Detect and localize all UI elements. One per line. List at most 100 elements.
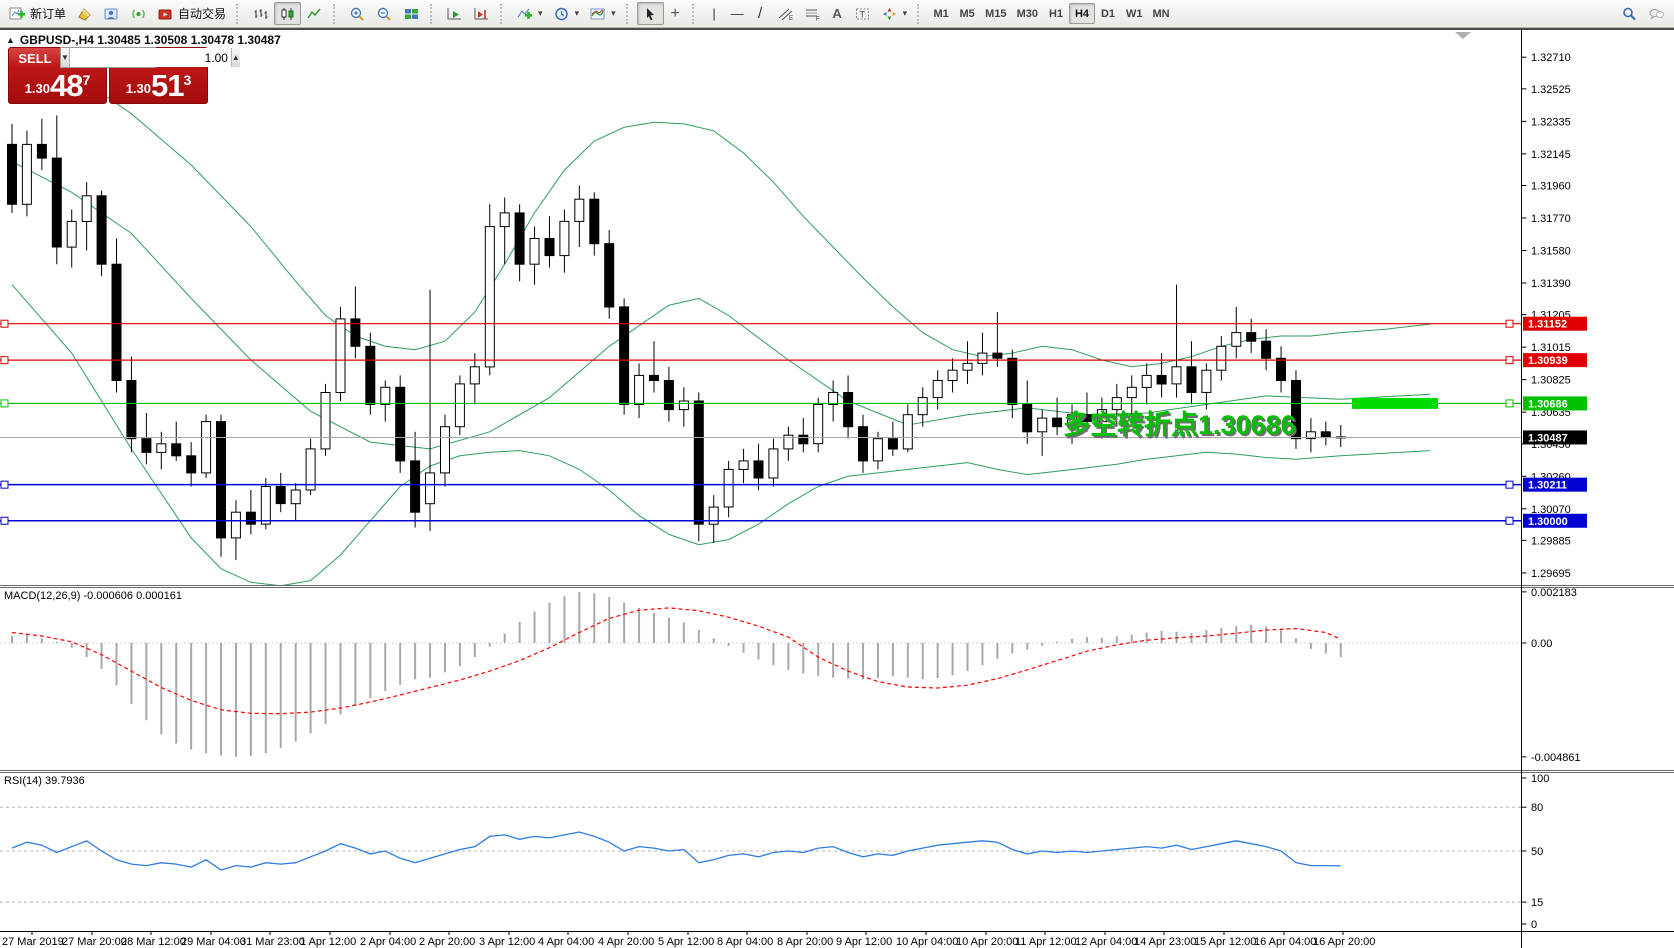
svg-text:11 Apr 12:00: 11 Apr 12:00	[1015, 936, 1077, 948]
svg-text:4 Apr 20:00: 4 Apr 20:00	[598, 936, 654, 948]
strategy-signal-button[interactable]	[125, 2, 152, 25]
svg-text:1.30825: 1.30825	[1531, 375, 1571, 387]
buy-price-prefix: 1.30	[125, 81, 152, 96]
svg-text:0.002183: 0.002183	[1531, 587, 1577, 599]
svg-text:1.31390: 1.31390	[1531, 278, 1571, 290]
channel-tool-button[interactable]: E	[772, 2, 799, 25]
autotrading-label: 自动交易	[178, 7, 227, 21]
buy-price-main: 51	[151, 68, 184, 103]
horizontal-line-tool-button[interactable]: —	[726, 2, 749, 25]
svg-text:28 Mar 12:00: 28 Mar 12:00	[121, 936, 186, 948]
timeframe-m30-button[interactable]: M30	[1016, 7, 1038, 20]
sell-button[interactable]: SELL	[18, 51, 52, 66]
search-button[interactable]	[1616, 2, 1643, 25]
timeframe-mn-button[interactable]: MN	[1152, 7, 1170, 20]
timeframe-w1-button[interactable]: W1	[1125, 7, 1143, 20]
volume-control: ▼ ▲	[60, 47, 240, 68]
periods-dropdown-icon[interactable]: ▾	[574, 8, 580, 18]
bar-chart-icon	[254, 8, 268, 19]
collapse-panel-icon[interactable]: ▲	[6, 35, 15, 45]
tile-windows-button[interactable]	[398, 2, 425, 25]
autotrading-button[interactable]: 自动交易	[152, 2, 231, 25]
text-tool-icon: A	[832, 6, 842, 21]
toolbar-separator	[691, 3, 699, 24]
timeframe-m1-button[interactable]: M1	[933, 7, 949, 20]
svg-text:1.31770: 1.31770	[1531, 213, 1571, 225]
toolbar-separator	[625, 3, 633, 24]
new-order-button[interactable]: 新订单	[4, 2, 71, 25]
templates-dropdown-icon[interactable]: ▾	[611, 8, 616, 18]
bar-chart-button[interactable]	[247, 2, 274, 25]
chart-window[interactable]: 多空转折点1.30686 多空转折点1.30686 MACD(12,26,9) -0…	[0, 30, 1674, 948]
vertical-line-icon: |	[712, 6, 716, 21]
svg-text:T: T	[859, 9, 865, 19]
cursor-icon	[646, 7, 654, 20]
svg-text:1.29695: 1.29695	[1531, 568, 1571, 580]
trendline-tool-button[interactable]: /	[749, 2, 772, 25]
zoom-in-icon	[350, 7, 364, 21]
data-window-icon	[104, 8, 118, 19]
zoom-in-button[interactable]	[344, 2, 371, 25]
text-tool-button[interactable]: A	[826, 2, 849, 25]
text-label-tool-button[interactable]: T	[849, 2, 876, 25]
data-window-button[interactable]	[98, 2, 125, 25]
vertical-line-tool-button[interactable]: |	[703, 2, 726, 25]
periods-button[interactable]: ▾	[548, 2, 585, 25]
timeframe-d1-button[interactable]: D1	[1100, 7, 1115, 20]
fibonacci-icon: F	[805, 9, 820, 22]
chart-shift-button[interactable]	[468, 2, 495, 25]
timeframe-m5-button[interactable]: M5	[959, 7, 975, 20]
chart-profile-button[interactable]	[71, 2, 98, 25]
chart-title: ▲ GBPUSD-,H4 1.30485 1.30508 1.30478 1.3…	[6, 33, 281, 47]
timeframe-h1-button[interactable]: H1	[1048, 7, 1063, 20]
svg-text:27 Mar 2019: 27 Mar 2019	[2, 936, 64, 948]
timeframe-m15-button[interactable]: M15	[985, 7, 1007, 20]
timeframe-h4-button[interactable]: H4	[1068, 3, 1095, 24]
zoom-out-button[interactable]	[371, 2, 398, 25]
svg-text:3 Apr 12:00: 3 Apr 12:00	[479, 936, 535, 948]
svg-text:50: 50	[1531, 846, 1543, 858]
svg-text:2 Apr 20:00: 2 Apr 20:00	[419, 936, 475, 948]
volume-decrease-button[interactable]: ▼	[61, 48, 70, 67]
chart-profile-icon	[78, 7, 91, 21]
svg-text:80: 80	[1531, 802, 1543, 814]
svg-text:1.32525: 1.32525	[1531, 84, 1571, 96]
templates-button[interactable]: ▾	[584, 2, 621, 25]
svg-text:RSI(14) 39.7936: RSI(14) 39.7936	[4, 775, 85, 787]
svg-text:1.30939: 1.30939	[1528, 355, 1568, 367]
toolbar-separator	[430, 3, 437, 24]
volume-increase-button[interactable]: ▲	[230, 48, 240, 67]
svg-text:31 Mar 23:00: 31 Mar 23:00	[240, 936, 305, 948]
templates-icon	[590, 8, 605, 19]
svg-text:100: 100	[1531, 773, 1549, 785]
crosshair-tool-button[interactable]: +	[664, 2, 687, 25]
svg-text:1.29885: 1.29885	[1531, 535, 1571, 547]
arrows-dropdown-icon[interactable]: ▾	[902, 8, 908, 18]
svg-text:8 Apr 20:00: 8 Apr 20:00	[777, 936, 833, 948]
equidistant-channel-icon: E	[778, 8, 793, 22]
auto-scroll-button[interactable]	[441, 2, 468, 25]
candlestick-chart-button[interactable]	[274, 2, 302, 25]
crosshair-icon: +	[670, 4, 680, 22]
svg-text:2 Apr 04:00: 2 Apr 04:00	[360, 936, 416, 948]
line-chart-button[interactable]	[301, 2, 328, 25]
svg-text:15 Apr 12:00: 15 Apr 12:00	[1194, 936, 1256, 948]
cursor-tool-button[interactable]	[636, 2, 664, 25]
indicators-icon	[517, 8, 533, 19]
fibonacci-tool-button[interactable]: F	[799, 2, 826, 25]
svg-text:MACD(12,26,9) -0.000606 0.0001: MACD(12,26,9) -0.000606 0.000161	[4, 590, 182, 602]
svg-text:1.30487: 1.30487	[1528, 432, 1568, 444]
chat-button[interactable]	[1643, 2, 1670, 25]
buy-price-sup: 3	[183, 72, 192, 88]
main-toolbar: 新订单 自动交易	[0, 0, 1674, 28]
indicators-dropdown-icon[interactable]: ▾	[538, 8, 543, 18]
svg-text:多空转折点1.30686: 多空转折点1.30686	[1063, 409, 1296, 440]
svg-text:16 Apr 20:00: 16 Apr 20:00	[1313, 936, 1375, 948]
svg-text:9 Apr 12:00: 9 Apr 12:00	[836, 936, 892, 948]
indicators-button[interactable]: ▾	[511, 2, 548, 25]
volume-input[interactable]	[69, 48, 231, 67]
sell-price-prefix: 1.30	[24, 81, 51, 96]
arrows-tool-button[interactable]: ▾	[876, 2, 913, 25]
